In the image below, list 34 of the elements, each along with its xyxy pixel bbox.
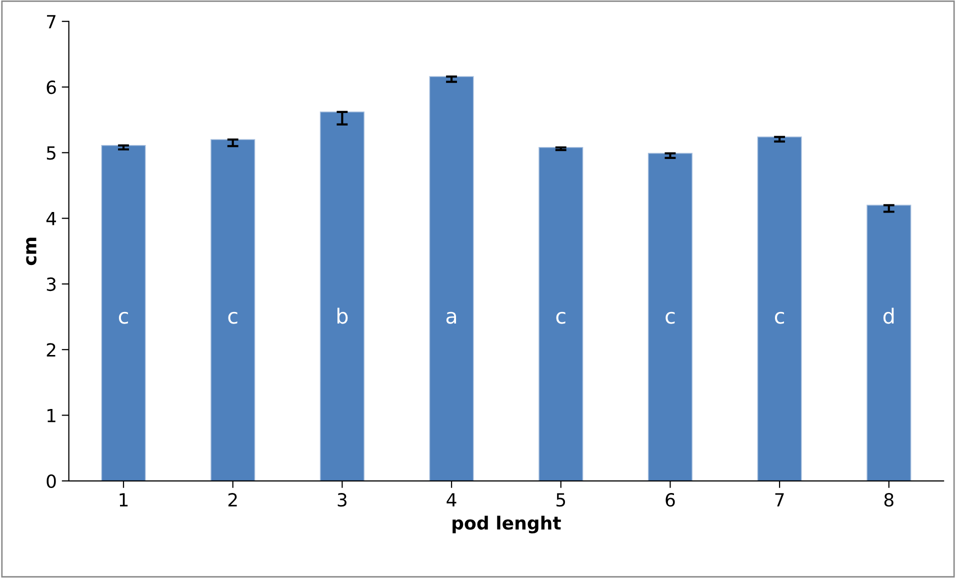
bar (648, 152, 693, 481)
annotation: c (556, 312, 566, 324)
x-tick-label: 5 (556, 493, 566, 507)
y-tick-label: 4 (46, 212, 56, 226)
bar (320, 112, 364, 481)
x-tick-label: 3 (338, 493, 346, 507)
annotation: b (337, 308, 348, 324)
x-tick-label: 2 (228, 493, 237, 506)
bar (101, 145, 146, 481)
annotation: a (446, 312, 456, 324)
y-tick-label: 6 (46, 80, 56, 94)
annotation: c (774, 312, 784, 324)
x-axis-title: pod lenght (452, 516, 561, 534)
y-tick-label: 1 (48, 408, 56, 422)
y-tick-label: 2 (46, 343, 56, 356)
y-axis-title: cm (26, 238, 36, 266)
bar (757, 136, 802, 481)
x-tick-label: 6 (666, 493, 675, 507)
y-tick-label: 0 (46, 474, 56, 488)
annotation: c (228, 312, 238, 324)
x-tick-label: 8 (884, 493, 894, 507)
y-tick-label: 5 (46, 146, 56, 160)
y-tick-label: 7 (47, 15, 56, 28)
bar (210, 139, 256, 481)
annotation: d (883, 308, 894, 324)
x-tick-label: 4 (446, 493, 456, 506)
bar (538, 147, 584, 481)
x-tick-label: 7 (775, 493, 784, 506)
annotation: c (666, 312, 675, 324)
bar (866, 204, 912, 481)
bar (429, 76, 474, 481)
annotation: c (118, 312, 128, 324)
y-tick-label: 3 (46, 277, 56, 292)
x-tick-label: 1 (120, 493, 128, 506)
